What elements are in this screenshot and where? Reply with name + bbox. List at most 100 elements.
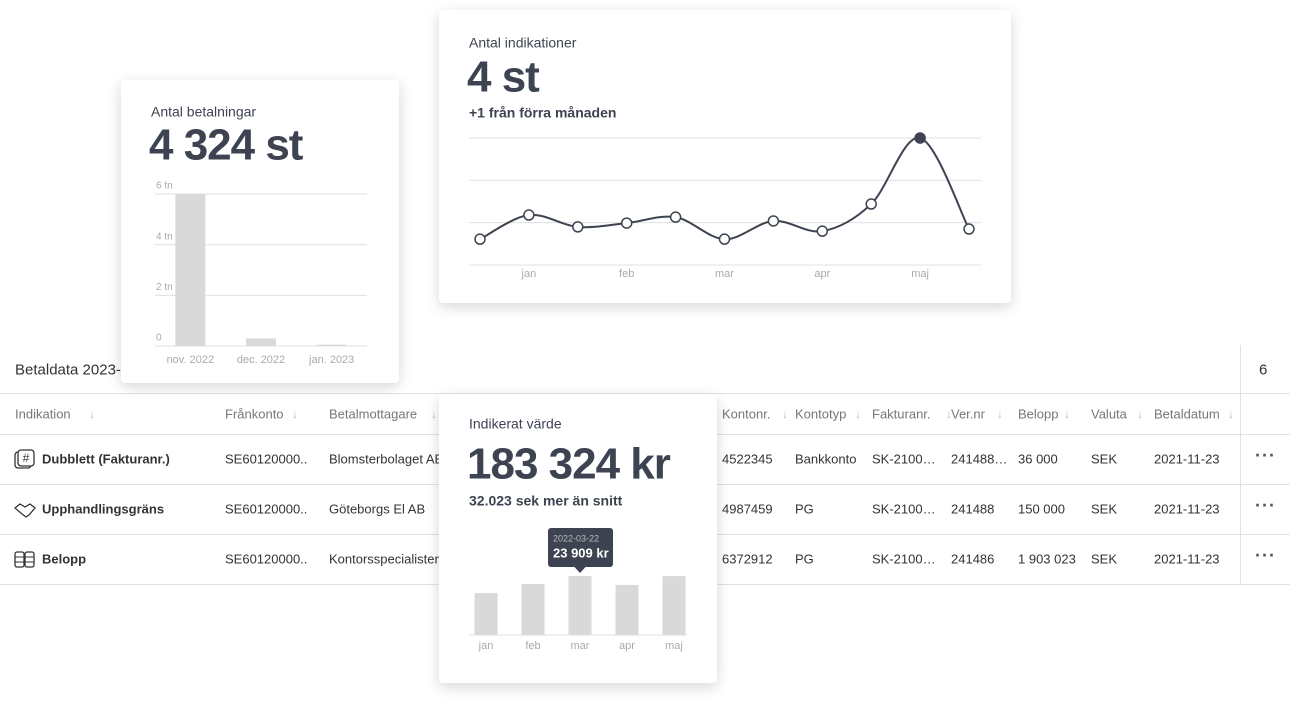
table-cell: 2021-11-23 (1154, 501, 1220, 517)
tooltip-pointer (574, 566, 586, 573)
bar (175, 194, 206, 346)
bar (316, 344, 347, 346)
sort-icon: ↓ (997, 407, 1003, 421)
table-cell: SEK (1091, 501, 1118, 517)
tooltip-date: 2022-03-22 (553, 533, 599, 543)
point (914, 132, 926, 144)
table-cell: Göteborgs El AB (329, 501, 426, 517)
row-menu: ··· (1255, 495, 1276, 516)
point (718, 233, 731, 245)
line (479, 136, 970, 241)
card-title: Antal indikationer (469, 35, 577, 51)
y-tick-label: 2 tn (156, 282, 173, 293)
y-tick-label: 0 (156, 333, 162, 344)
row-menu: ··· (1255, 545, 1276, 566)
point (474, 233, 486, 245)
sort-icon: ↓ (1228, 407, 1234, 421)
point (620, 217, 633, 229)
column-header: Kontonr. (722, 406, 771, 422)
x-tick-label: jan (521, 268, 537, 280)
table-cell: SK-2100… (872, 451, 936, 467)
row-count: 6 (1259, 361, 1268, 379)
sort-icon: ↓ (782, 407, 788, 421)
bar (615, 584, 639, 635)
card-title: Antal betalningar (151, 104, 256, 120)
column-header: Fakturanr. (872, 406, 931, 422)
column-header: Indikation (15, 406, 71, 422)
table-cell: SEK (1091, 551, 1118, 567)
x-tick-label: apr (814, 268, 830, 280)
bar (246, 338, 276, 346)
table-cell: 1 903 023 (1018, 551, 1076, 567)
y-tick-label: 6 tn (156, 181, 173, 192)
sort-icon: ↓ (855, 407, 861, 421)
point (523, 209, 535, 221)
table-cell: Bankkonto (795, 451, 857, 467)
sort-icon: ↓ (1137, 407, 1143, 421)
x-tick-label: feb (619, 268, 634, 280)
bar (521, 583, 545, 635)
table-cell: Belopp (42, 551, 87, 567)
x-tick-label: nov. 2022 (167, 354, 215, 366)
table-cell: SK-2100… (872, 501, 936, 517)
column-header: Valuta (1091, 406, 1127, 422)
table-cell: 241488 (951, 501, 995, 517)
point (865, 198, 877, 210)
sort-icon: ↓ (1064, 407, 1070, 421)
x-tick-label: apr (619, 640, 635, 652)
table-cell: 2021-11-23 (1154, 551, 1220, 567)
table-cell: SE60120000.. (225, 451, 307, 467)
table-cell: 4522345 (722, 451, 773, 467)
card: Indikerat värde 183 324 kr 32.023 sek mer … (439, 394, 717, 683)
x-tick-label: jan. 2023 (308, 354, 354, 366)
card-value: 183 324 kr (467, 440, 671, 489)
table-cell: 150 000 (1018, 501, 1065, 517)
sort-icon: ↓ (431, 407, 437, 421)
column-header: Belopp (1018, 406, 1059, 422)
bar (662, 576, 686, 635)
column-header: Frånkonto (225, 406, 284, 422)
icon-duplicate: # (14, 449, 35, 469)
table-cell: 241486 (951, 551, 995, 567)
card-subtitle: +1 från förra månaden (469, 105, 616, 121)
x-tick-label: feb (525, 640, 540, 652)
point (963, 223, 975, 235)
point (669, 211, 682, 223)
column-header: Betalmottagare (329, 406, 418, 422)
bar (568, 575, 592, 635)
column-header: Kontotyp (795, 406, 847, 422)
row-menu: ··· (1255, 445, 1276, 466)
x-tick-label: jan (478, 640, 494, 652)
table-cell: Blomsterbolaget AB (329, 451, 444, 467)
point (572, 221, 584, 233)
table-cell: Upphandlingsgräns (42, 501, 165, 517)
divider (0, 393, 1290, 394)
point (767, 215, 780, 227)
table-cell: SE60120000.. (225, 501, 307, 517)
table-cell: SE60120000.. (225, 551, 307, 567)
tooltip (548, 527, 613, 567)
bar (474, 593, 498, 635)
x-tick-label: maj (665, 640, 683, 652)
x-tick-label: dec. 2022 (237, 354, 285, 366)
card-subtitle: 32.023 sek mer än snitt (469, 493, 623, 509)
table-cell: 2021-11-23 (1154, 451, 1220, 467)
table-cell: 241488… (951, 451, 1008, 467)
sort-icon: ↓ (89, 407, 95, 421)
card: Antal betalningar 4 324 st 6 tn 4 tn 2 tn 0 no… (121, 80, 399, 383)
sort-icon: ↓ (292, 407, 298, 421)
svg-text:#: # (23, 451, 30, 465)
column-header: Betaldatum (1154, 406, 1220, 422)
y-tick-label: 4 tn (156, 231, 173, 242)
x-tick-label: maj (911, 268, 929, 280)
table-cell: PG (795, 501, 814, 517)
sort-icon: ↓ (946, 407, 952, 421)
column-header: Ver.nr (951, 406, 985, 422)
x-tick-label: mar (715, 268, 734, 280)
icon-handshake (14, 503, 36, 518)
table-cell: SK-2100… (872, 551, 936, 567)
table-cell: 36 000 (1018, 451, 1058, 467)
card-value: 4 324 st (149, 121, 304, 170)
tooltip-value: 23 909 kr (553, 545, 609, 560)
table-cell: Kontorsspecialisten (329, 551, 442, 567)
